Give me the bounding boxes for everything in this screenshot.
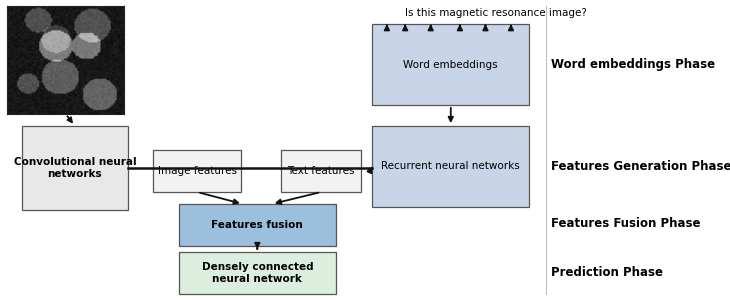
Text: Image features: Image features: [158, 166, 237, 176]
Text: Features Generation Phase: Features Generation Phase: [551, 160, 730, 173]
Text: Prediction Phase: Prediction Phase: [551, 266, 663, 280]
Text: Word embeddings: Word embeddings: [404, 59, 498, 70]
FancyBboxPatch shape: [281, 150, 361, 192]
Text: Recurrent neural networks: Recurrent neural networks: [381, 161, 520, 172]
Text: Text features: Text features: [288, 166, 355, 176]
FancyBboxPatch shape: [179, 204, 336, 246]
FancyBboxPatch shape: [22, 126, 128, 210]
Text: Word embeddings Phase: Word embeddings Phase: [551, 58, 715, 71]
FancyBboxPatch shape: [372, 24, 529, 105]
FancyBboxPatch shape: [179, 252, 336, 294]
Text: Convolutional neural
networks: Convolutional neural networks: [14, 157, 136, 179]
FancyBboxPatch shape: [372, 126, 529, 207]
Text: Features Fusion Phase: Features Fusion Phase: [551, 217, 701, 230]
Text: Is this magnetic resonance image?: Is this magnetic resonance image?: [405, 8, 587, 17]
FancyBboxPatch shape: [153, 150, 241, 192]
Text: Densely connected
neural network: Densely connected neural network: [201, 262, 313, 284]
Text: Features fusion: Features fusion: [212, 220, 303, 230]
